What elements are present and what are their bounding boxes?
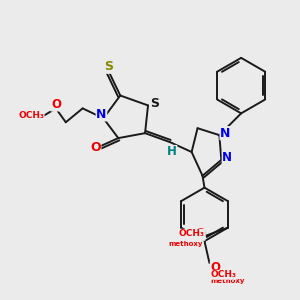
Text: methoxy: methoxy (169, 241, 203, 247)
Text: H: H (167, 146, 177, 158)
Text: N: N (96, 108, 106, 121)
Text: N: N (222, 152, 232, 164)
Text: OCH₃: OCH₃ (18, 111, 44, 120)
Text: O: O (195, 227, 205, 240)
Text: O: O (210, 261, 220, 274)
Text: O: O (51, 98, 61, 111)
Text: methoxy: methoxy (210, 278, 244, 284)
Text: OCH₃: OCH₃ (210, 270, 236, 279)
Text: N: N (220, 127, 230, 140)
Text: S: S (151, 97, 160, 110)
Text: OCH₃: OCH₃ (179, 229, 205, 238)
Text: O: O (90, 140, 101, 154)
Text: S: S (104, 60, 113, 73)
